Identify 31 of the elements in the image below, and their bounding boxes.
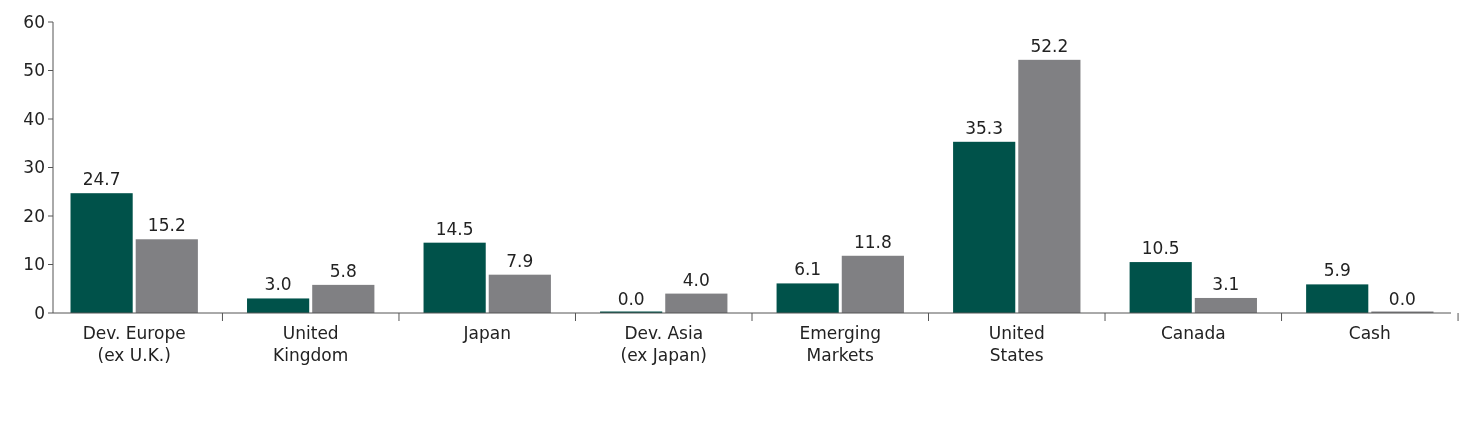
data-label: 3.1: [1212, 273, 1240, 294]
x-tick-label: United States: [988, 323, 1045, 365]
x-tick-label: United Kingdom: [273, 323, 349, 365]
y-tick-label: 0: [34, 302, 45, 323]
data-label: 6.1: [794, 259, 822, 280]
y-tick-label: 40: [23, 108, 45, 129]
data-label: 7.9: [506, 250, 534, 271]
data-label: 14.5: [435, 218, 474, 239]
y-tick-label: 10: [23, 254, 45, 275]
x-tick-label: Dev. Europe (ex U.K.): [82, 323, 186, 365]
data-label: 5.9: [1323, 260, 1351, 281]
x-tick-label: Canada: [1160, 323, 1226, 343]
data-label: 24.7: [82, 169, 121, 190]
data-label: 5.8: [329, 260, 357, 281]
x-tick-label: Japan: [462, 323, 511, 343]
data-label: 11.8: [853, 231, 892, 252]
y-tick-label: 60: [23, 11, 45, 32]
data-label: 15.2: [147, 215, 186, 236]
y-tick-label: 20: [23, 205, 45, 226]
data-label: 0.0: [1388, 289, 1416, 309]
data-label: 4.0: [682, 269, 710, 290]
x-tick-label: Emerging Markets: [799, 323, 882, 365]
y-tick-label: 50: [23, 60, 45, 81]
data-label: 52.2: [1030, 35, 1069, 56]
data-label: 10.5: [1141, 238, 1180, 259]
x-tick-label: Cash: [1348, 323, 1391, 343]
data-label: 35.3: [965, 117, 1004, 138]
data-label: 0.0: [617, 289, 645, 309]
y-tick-label: 30: [23, 157, 45, 178]
x-tick-label: Dev. Asia (ex Japan): [620, 323, 707, 365]
data-label: 3.0: [264, 274, 292, 295]
